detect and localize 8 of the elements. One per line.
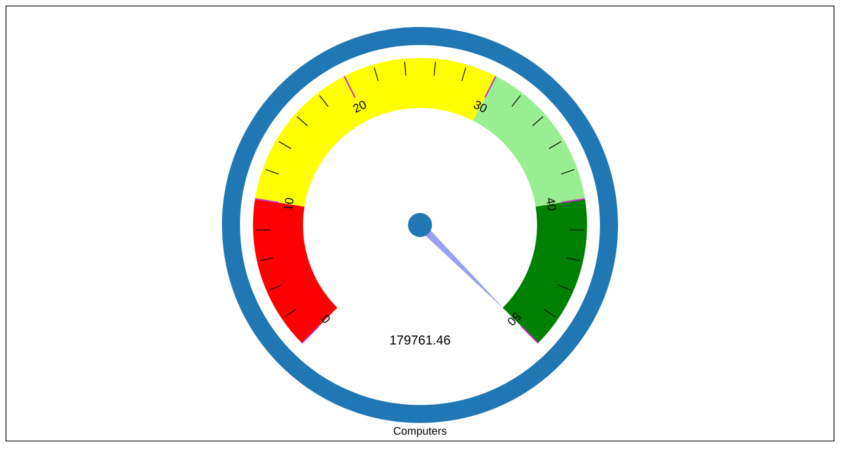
text: 40 xyxy=(546,198,556,210)
text: 50 xyxy=(508,312,521,326)
text: 179761.46 xyxy=(390,335,450,345)
text: 0 xyxy=(322,315,330,323)
text: Computers xyxy=(394,427,446,437)
text: 10 xyxy=(284,198,294,210)
text: 30 xyxy=(474,100,487,112)
text: 20 xyxy=(353,100,366,113)
